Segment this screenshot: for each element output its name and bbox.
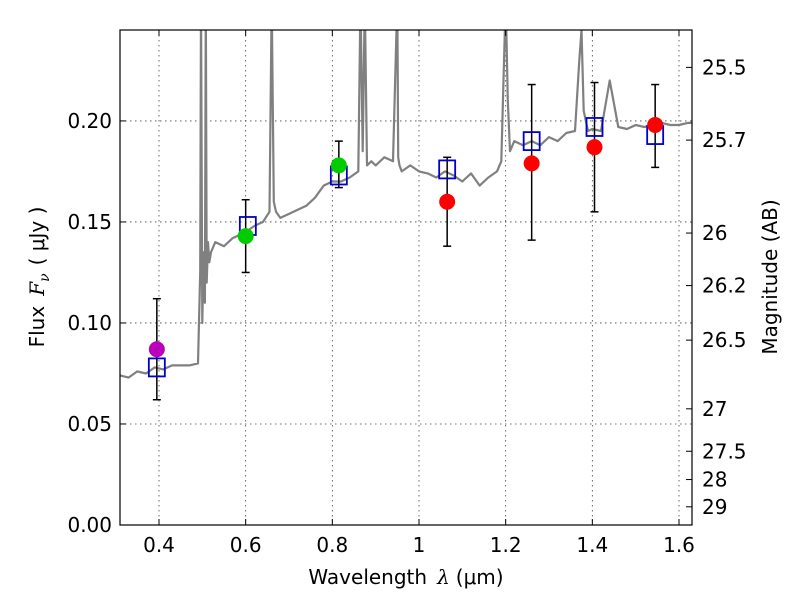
y-tick-label: 0.05: [67, 412, 112, 436]
mag-tick-label: 25.7: [702, 128, 747, 152]
model-photometry: [147, 117, 665, 378]
observed-point: [586, 139, 603, 156]
x-tick-label: 1: [413, 533, 426, 557]
y-tick-label: 0.10: [67, 311, 112, 335]
mag-tick-label: 26.5: [702, 328, 747, 352]
x-tick-label: 1.2: [490, 533, 522, 557]
observed-point: [330, 157, 347, 174]
x-tick-label: 0.4: [143, 533, 175, 557]
observed-point: [148, 341, 165, 358]
y2-axis-title: Magnitude (AB): [758, 199, 782, 354]
mag-tick-label: 26.2: [702, 274, 747, 298]
model-photometry-square: [438, 159, 457, 180]
plot-frame: [119, 29, 693, 526]
model-spectrum: [120, 30, 692, 379]
observed-point: [237, 228, 254, 245]
x-tick-label: 0.6: [230, 533, 262, 557]
y-tick-label: 0.15: [67, 210, 112, 234]
x-tick-label: 1.6: [663, 533, 695, 557]
observed-point: [523, 155, 540, 172]
mag-tick-label: 26: [702, 221, 727, 245]
axis-ticks: 0.4 0.6 0.8 1 1.2 1.4 1.6 0.00 0.05 0.10 0.15 0.20 2…: [67, 30, 747, 557]
y-tick-label: 0.20: [67, 109, 112, 133]
observed-point: [647, 116, 664, 133]
x-tick-label: 0.8: [316, 533, 348, 557]
x-axis-title: Wavelength λ (μm): [308, 565, 503, 589]
mag-tick-label: 29: [702, 495, 727, 519]
model-photometry-square: [147, 357, 166, 378]
y-axis-title: FluxFν( μJy ): [25, 207, 53, 348]
model-photometry-square: [522, 131, 541, 152]
mag-tick-label: 27.5: [702, 439, 747, 463]
mag-tick-label: 28: [702, 468, 727, 492]
mag-tick-label: 25.5: [702, 55, 747, 79]
y-tick-label: 0.00: [67, 513, 112, 537]
x-tick-label: 1.4: [576, 533, 608, 557]
observed-point: [439, 193, 456, 210]
mag-tick-label: 27: [702, 397, 727, 421]
observed-photometry: [148, 116, 664, 358]
model-photometry-square: [585, 117, 604, 137]
model-spectrum-line: [120, 30, 692, 379]
